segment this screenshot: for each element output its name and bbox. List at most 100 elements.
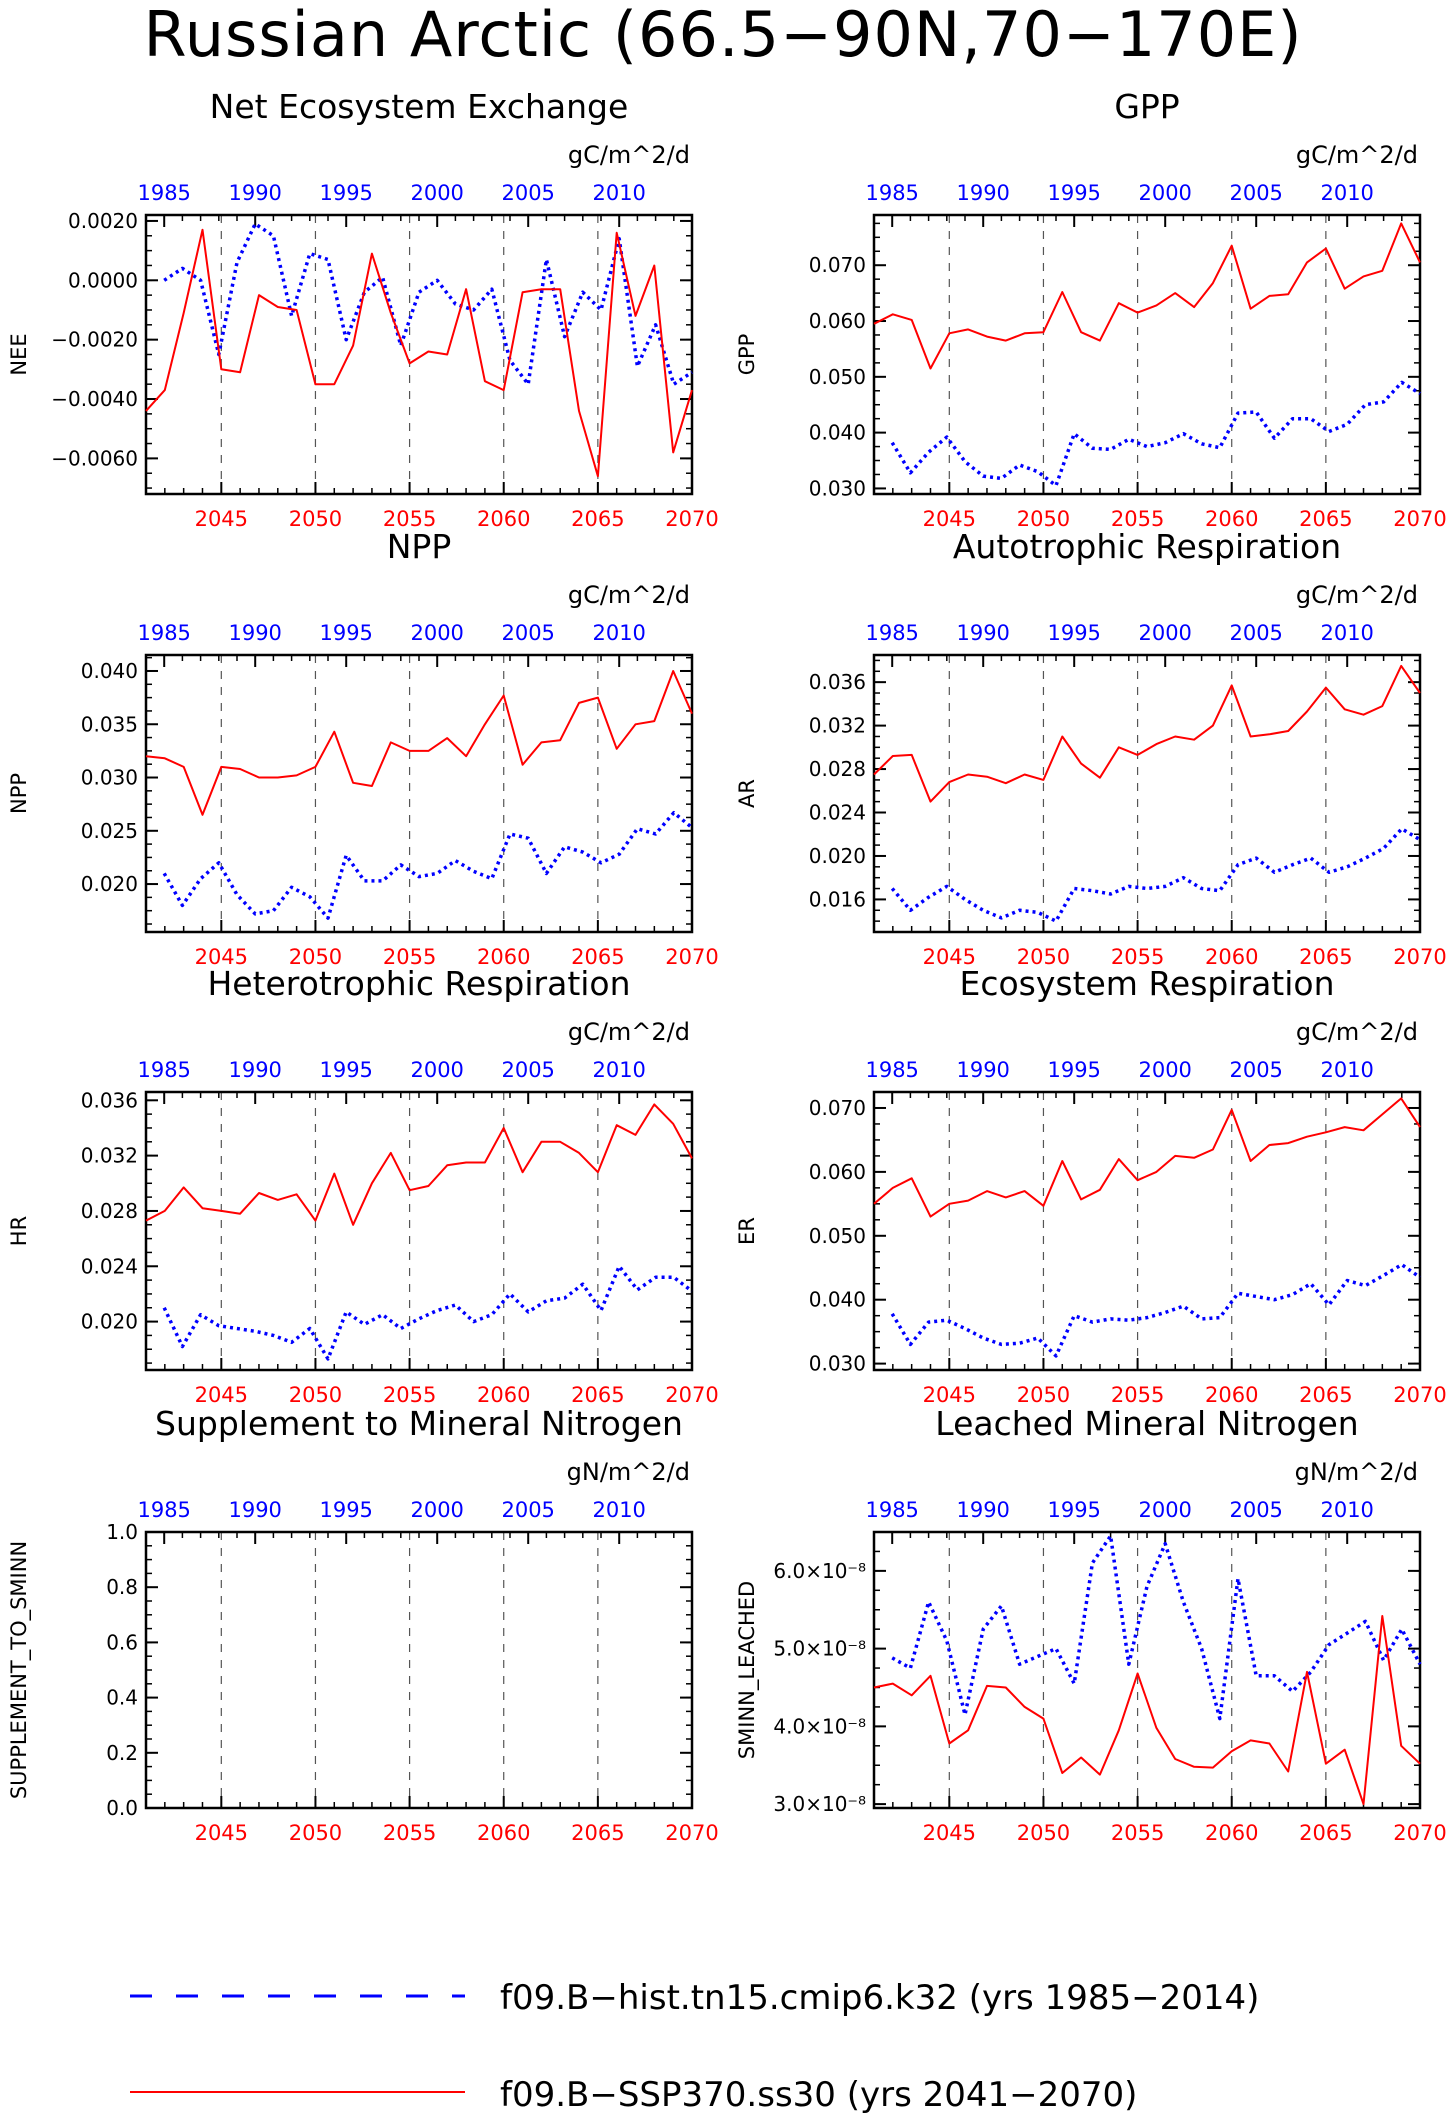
x-tick-label-top: 1995 <box>319 621 372 645</box>
x-tick-label-top: 1990 <box>228 181 281 205</box>
y-tick-label: 0.040 <box>809 1288 866 1312</box>
y-tick-label: 0.060 <box>809 309 866 333</box>
y-tick-label: 0.020 <box>81 872 138 896</box>
series-line-hist <box>890 1262 1422 1358</box>
x-tick-label-top: 2010 <box>592 621 645 645</box>
x-tick-label-bottom: 2070 <box>1393 1383 1446 1407</box>
y-tick-label: −0.0060 <box>51 446 138 470</box>
x-tick-label-bottom: 2065 <box>1299 507 1352 531</box>
x-tick-label-bottom: 2060 <box>477 1383 530 1407</box>
series-line-hist <box>890 380 1421 488</box>
x-tick-label-top: 2000 <box>1138 181 1191 205</box>
x-tick-label-top: 1990 <box>228 621 281 645</box>
x-tick-label-top: 1990 <box>956 1498 1009 1522</box>
x-tick-label-bottom: 2065 <box>571 1383 624 1407</box>
x-tick-label-top: 1990 <box>228 1498 281 1522</box>
x-tick-label-top: 1995 <box>1047 181 1100 205</box>
x-tick-label-top: 1990 <box>228 1058 281 1082</box>
y-tick-label: 0.035 <box>81 712 138 736</box>
x-tick-label-bottom: 2055 <box>1111 507 1164 531</box>
x-tick-label-bottom: 2045 <box>195 945 248 969</box>
x-tick-label-bottom: 2050 <box>1017 507 1070 531</box>
x-tick-label-bottom: 2055 <box>1111 1383 1164 1407</box>
x-tick-label-bottom: 2070 <box>1393 1821 1446 1845</box>
plot-frame <box>144 1090 694 1372</box>
series-line-hist <box>162 810 694 920</box>
x-tick-label-bottom: 2070 <box>665 1383 718 1407</box>
y-tick-label: 0.8 <box>106 1575 138 1599</box>
series-line-ssp <box>873 1097 1421 1218</box>
panels: Net Ecosystem ExchangegC/m^2/d0.00200.00… <box>7 87 1446 1845</box>
y-axis-label: ER <box>735 1217 759 1245</box>
chart-panel-3: NPP gC/m^2/d 0.020 0.025 0.030 0.035 0.040 NPP 2… <box>7 527 719 969</box>
y-tick-label: 0.070 <box>809 253 866 277</box>
plot-frame <box>144 653 694 934</box>
series-line-hist <box>162 1264 694 1361</box>
y-tick-label: 0.040 <box>81 659 138 683</box>
y-tick-label: 0.030 <box>809 1352 866 1376</box>
y-tick-label: 0.4 <box>106 1686 138 1710</box>
x-tick-label-bottom: 2060 <box>1205 945 1258 969</box>
series-line-ssp <box>145 1103 693 1226</box>
y-tick-label: 0.036 <box>81 1088 138 1112</box>
x-tick-label-bottom: 2060 <box>477 507 530 531</box>
y-tick-label: 0.0000 <box>68 268 138 292</box>
chart-panel-8: Leached Mineral Nitrogen gN/m^2/d 3.0×10⁻⁸… <box>735 1404 1446 1845</box>
x-tick-label-top: 1985 <box>137 1058 190 1082</box>
x-tick-label-bottom: 2045 <box>923 507 976 531</box>
plot-frame <box>144 1530 694 1810</box>
plot-frame <box>872 653 1422 934</box>
chart-panel-4: Autotrophic Respiration gC/m^2/d 0.016 0.02… <box>735 527 1446 969</box>
x-tick-label-top: 2005 <box>1229 1498 1282 1522</box>
x-tick-label-top: 2000 <box>1138 1498 1191 1522</box>
y-tick-label: 0.032 <box>809 714 866 738</box>
y-tick-label: 0.040 <box>809 421 866 445</box>
panel-units: gC/m^2/d <box>568 581 690 609</box>
x-tick-label-bottom: 2065 <box>1299 1383 1352 1407</box>
series-line-ssp <box>873 1615 1421 1806</box>
x-tick-label-top: 2000 <box>1138 621 1191 645</box>
panel-units: gC/m^2/d <box>1296 1018 1418 1046</box>
chart-panel-2: GPP gC/m^2/d 0.030 0.040 0.050 0.060 0.070 GPP 2… <box>735 87 1446 531</box>
y-tick-label: 0.020 <box>809 844 866 868</box>
legend: f09.B−hist.tn15.cmip6.k32 (yrs 1985−2014… <box>130 1978 1259 2115</box>
y-tick-label: 1.0 <box>106 1520 138 1544</box>
y-tick-label: 0.030 <box>809 476 866 500</box>
y-tick-label: 0.030 <box>81 766 138 790</box>
series-line-hist <box>890 827 1421 923</box>
series-line-hist <box>891 1534 1422 1721</box>
y-axis-label: SMINN_LEACHED <box>735 1581 760 1759</box>
x-tick-label-bottom: 2050 <box>1017 945 1070 969</box>
panel-title: Ecosystem Respiration <box>959 964 1334 1003</box>
x-tick-label-top: 1985 <box>137 1498 190 1522</box>
x-tick-label-bottom: 2045 <box>923 945 976 969</box>
plot-frame <box>144 213 694 496</box>
panel-units: gC/m^2/d <box>568 1018 690 1046</box>
y-tick-label: 0.025 <box>81 819 138 843</box>
x-tick-label-bottom: 2050 <box>289 1821 342 1845</box>
chart-panel-6: Ecosystem Respiration gC/m^2/d 0.030 0.040 0… <box>735 964 1446 1407</box>
y-tick-label: 0.050 <box>809 365 866 389</box>
x-tick-label-bottom: 2070 <box>665 507 718 531</box>
x-tick-label-top: 1995 <box>1047 1058 1100 1082</box>
x-tick-label-top: 2010 <box>1320 181 1373 205</box>
x-tick-label-top: 2010 <box>1320 621 1373 645</box>
x-tick-label-top: 2010 <box>1320 1058 1373 1082</box>
x-tick-label-top: 1995 <box>1047 621 1100 645</box>
y-tick-label: 0.024 <box>809 801 866 825</box>
x-tick-label-top: 1985 <box>137 621 190 645</box>
y-tick-label: 0.028 <box>809 757 866 781</box>
chart-panel-1: Net Ecosystem Exchange gC/m^2/d 0.0020 0.00… <box>7 87 719 531</box>
chart-panel-7: Supplement to Mineral Nitrogen gN/m^2/d 0.… <box>7 1404 719 1845</box>
x-tick-label-top: 1985 <box>137 181 190 205</box>
x-tick-label-bottom: 2060 <box>477 945 530 969</box>
y-tick-label: 4.0×10⁻⁸ <box>773 1714 866 1738</box>
panel-units: gC/m^2/d <box>1296 141 1418 169</box>
x-tick-label-bottom: 2070 <box>665 1821 718 1845</box>
y-axis-label: NPP <box>7 773 31 814</box>
y-axis-label: HR <box>7 1216 31 1246</box>
y-tick-label: −0.0020 <box>51 328 138 352</box>
y-tick-label: 5.0×10⁻⁸ <box>773 1637 866 1661</box>
x-tick-label-top: 2000 <box>410 1058 463 1082</box>
x-tick-label-top: 2010 <box>592 1058 645 1082</box>
